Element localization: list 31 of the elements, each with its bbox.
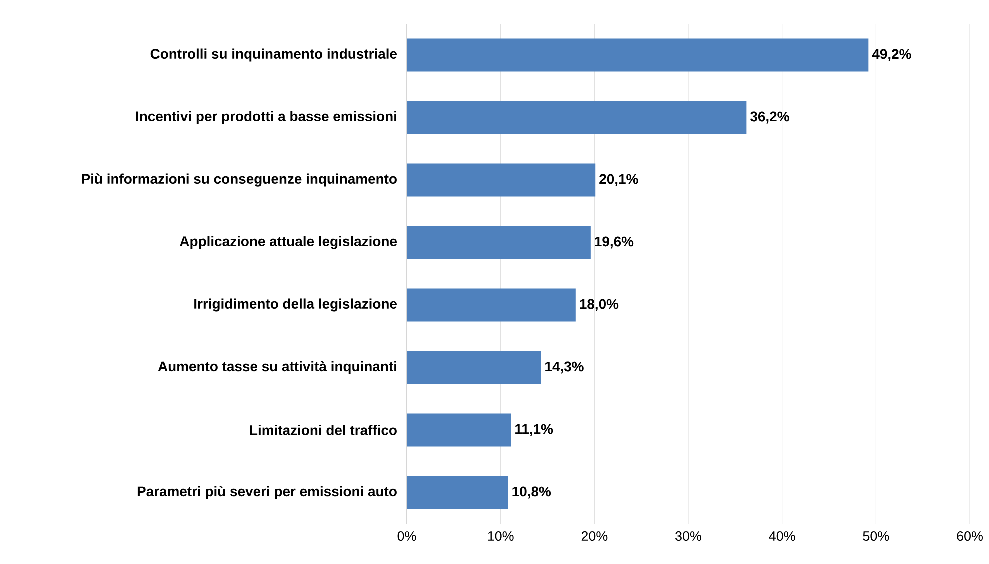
y-tick-label: Controlli su inquinamento industriale — [150, 48, 398, 62]
bar — [407, 351, 542, 384]
x-tick-label: 50% — [863, 532, 890, 542]
x-tick-label: 30% — [676, 532, 702, 542]
x-tick-label: 40% — [769, 532, 796, 542]
y-tick-label: Parametri più severi per emissioni auto — [138, 486, 397, 500]
x-tick-label: 60% — [957, 532, 983, 542]
x-tick-label: 0% — [398, 532, 416, 542]
bar — [407, 414, 512, 447]
bar — [407, 226, 591, 260]
data-label: 36,2% — [750, 112, 790, 124]
data-label: 14,3% — [546, 362, 584, 374]
data-label: 20,1% — [600, 174, 638, 186]
y-tick-label: Incentivi per prodotti a basse emissioni — [136, 111, 396, 124]
bar — [407, 476, 508, 510]
data-label: 11,1% — [516, 424, 554, 436]
bar — [407, 164, 596, 197]
y-tick-label: Applicazione attuale legislazione — [180, 236, 398, 250]
x-tick-label: 20% — [582, 532, 608, 542]
y-tick-label: Più informazioni su conseguenze inquinamento — [82, 174, 397, 187]
data-label: 49,2% — [872, 49, 912, 62]
data-label: 18,0% — [580, 299, 619, 312]
bar — [407, 288, 576, 322]
bar — [407, 38, 869, 72]
data-label: 19,6% — [595, 236, 634, 249]
y-tick-label: Limitazioni del traffico — [250, 425, 397, 436]
y-tick-label: Aumento tasse su attività inquinanti — [158, 361, 396, 374]
y-tick-label: Irrigidimento della legislazione — [194, 298, 398, 312]
x-tick-label: 10% — [488, 532, 514, 542]
bar — [407, 101, 747, 134]
data-label: 10,8% — [512, 486, 552, 499]
